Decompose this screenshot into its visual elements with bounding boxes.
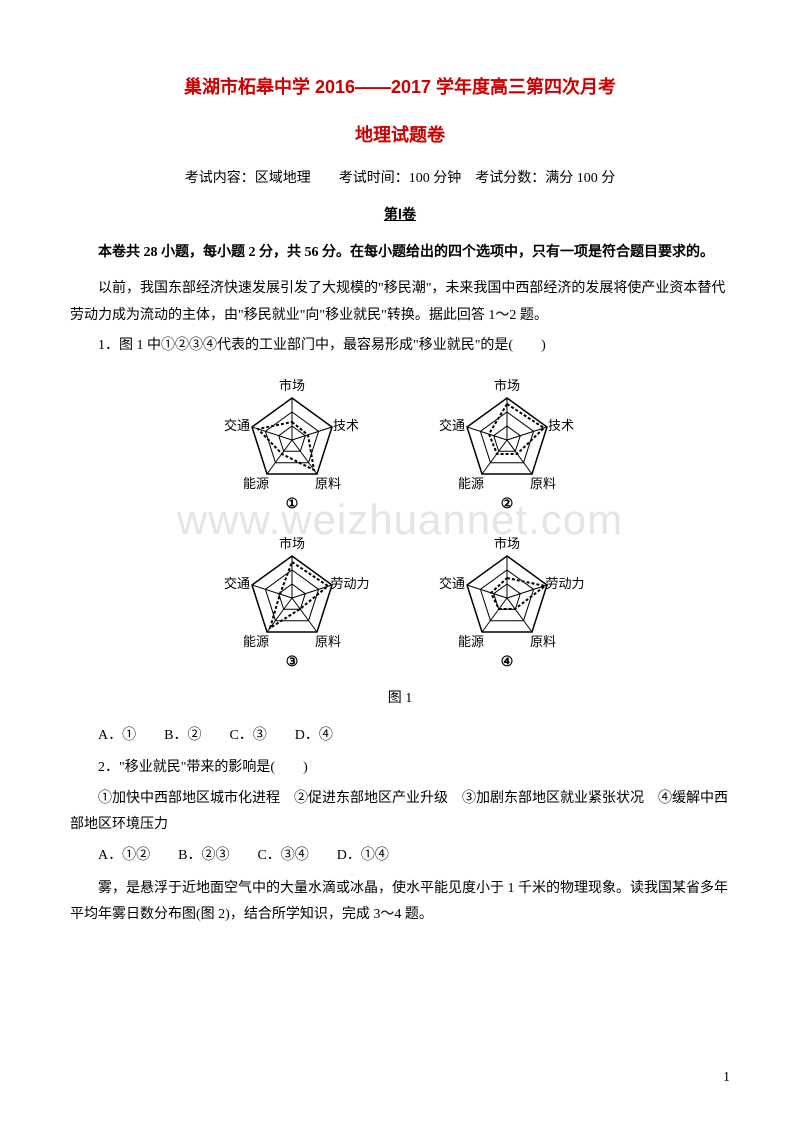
svg-text:原料: 原料 (315, 476, 341, 491)
svg-text:原料: 原料 (315, 634, 341, 649)
svg-text:④: ④ (501, 655, 514, 670)
svg-text:市场: 市场 (279, 536, 305, 551)
figure-row-2: 市场 劳动力 原料 能源 交通 ③ (70, 528, 730, 678)
instruction: 本卷共 28 小题，每小题 2 分，共 56 分。在每小题给出的四个选项中，只有… (70, 240, 730, 267)
exam-info: 考试内容：区域地理 考试时间：100 分钟 考试分数：满分 100 分 (70, 166, 730, 193)
svg-text:技术: 技术 (333, 418, 359, 433)
question-2: 2．"移业就民"带来的影响是( ) (70, 755, 730, 782)
svg-text:交通: 交通 (439, 418, 465, 433)
radar-chart-3: 市场 劳动力 原料 能源 交通 ③ (215, 528, 370, 678)
q1-options: A．① B．② C．③ D．④ (70, 723, 730, 750)
figure-1-container: 市场 技术 原料 能源 交通 ① (70, 370, 730, 713)
svg-text:交通: 交通 (224, 418, 250, 433)
intro-paragraph: 以前，我国东部经济快速发展引发了大规模的"移民潮"，未来我国中西部经济的发展将使… (70, 276, 730, 329)
question-1: 1．图 1 中①②③④代表的工业部门中，最容易形成"移业就民"的是( ) (70, 333, 730, 360)
radar-chart-4: 市场 劳动力 原料 能源 交通 ④ (430, 528, 585, 678)
radar-chart-1: 市场 技术 原料 能源 交通 ① (215, 370, 370, 520)
svg-text:市场: 市场 (279, 378, 305, 393)
svg-text:市场: 市场 (494, 378, 520, 393)
figure-caption: 图 1 (70, 686, 730, 713)
svg-text:劳动力: 劳动力 (545, 576, 584, 591)
svg-text:③: ③ (286, 655, 299, 670)
q2-options: A．①② B．②③ C．③④ D．①④ (70, 843, 730, 870)
svg-text:能源: 能源 (458, 634, 484, 649)
q2-sub-options: ①加快中西部地区城市化进程 ②促进东部地区产业升级 ③加剧东部地区就业紧张状况 … (70, 786, 730, 839)
page-number: 1 (723, 1065, 730, 1092)
svg-text:原料: 原料 (530, 476, 556, 491)
title-sub: 地理试题卷 (70, 118, 730, 152)
section-label: 第Ⅰ卷 (70, 203, 730, 230)
svg-text:能源: 能源 (243, 634, 269, 649)
svg-text:交通: 交通 (439, 576, 465, 591)
svg-text:劳动力: 劳动力 (330, 576, 369, 591)
radar-chart-2: 市场 技术 原料 能源 交通 ② (430, 370, 585, 520)
figure-row-1: 市场 技术 原料 能源 交通 ① (70, 370, 730, 520)
title-main: 巢湖市柘皋中学 2016——2017 学年度高三第四次月考 (70, 70, 730, 104)
svg-text:市场: 市场 (494, 536, 520, 551)
svg-text:交通: 交通 (224, 576, 250, 591)
svg-text:能源: 能源 (243, 476, 269, 491)
svg-text:①: ① (286, 497, 299, 512)
svg-text:能源: 能源 (458, 476, 484, 491)
svg-text:②: ② (501, 497, 514, 512)
svg-text:技术: 技术 (548, 418, 574, 433)
fog-paragraph: 雾，是悬浮于近地面空气中的大量水滴或冰晶，使水平能见度小于 1 千米的物理现象。… (70, 876, 730, 929)
svg-text:原料: 原料 (530, 634, 556, 649)
